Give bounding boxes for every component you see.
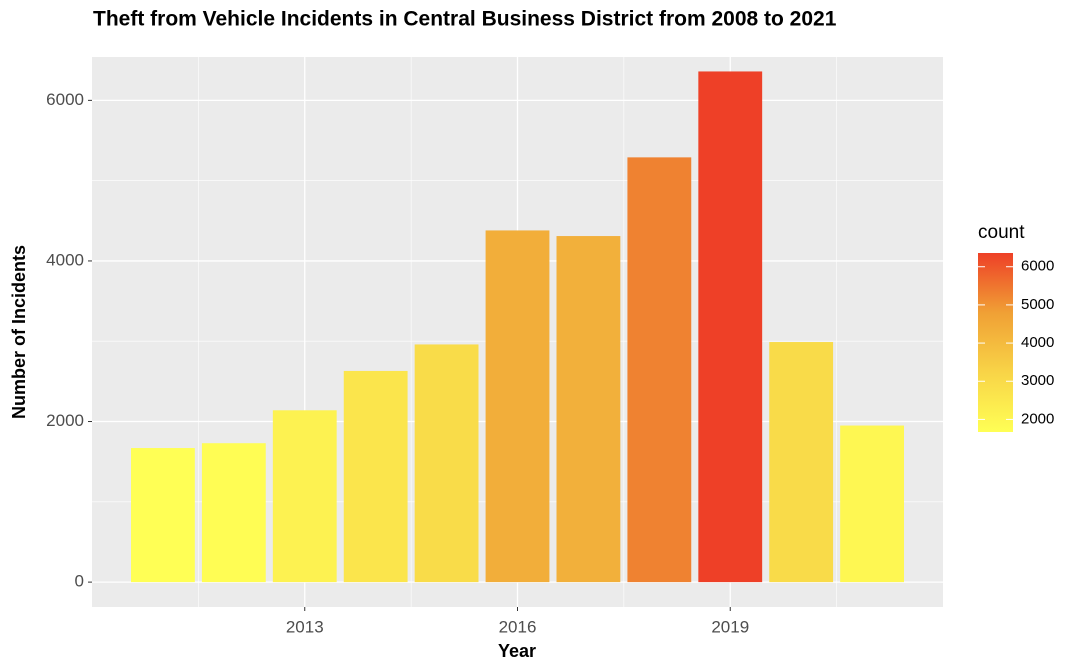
y-tick-label: 2000 <box>46 411 84 430</box>
bar <box>414 344 479 583</box>
x-tick-label: 2013 <box>286 617 324 636</box>
colorbar-label: 3000 <box>1021 372 1054 389</box>
x-tick-label: 2019 <box>711 617 749 636</box>
bar <box>627 157 692 583</box>
bar <box>769 342 834 583</box>
y-tick-label: 6000 <box>46 90 84 109</box>
bar <box>840 425 904 583</box>
bar <box>131 448 195 583</box>
bar <box>698 71 763 583</box>
bar <box>556 236 621 583</box>
colorbar-label: 2000 <box>1021 410 1054 427</box>
y-axis-title: Number of Incidents <box>9 245 29 419</box>
x-tick-label: 2016 <box>499 617 537 636</box>
colorbar <box>978 253 1013 432</box>
bar <box>201 443 266 583</box>
colorbar-label: 6000 <box>1021 258 1054 275</box>
bar <box>343 370 408 583</box>
bar <box>485 230 550 583</box>
bar <box>272 410 337 583</box>
legend-title: count <box>978 222 1025 243</box>
colorbar-label: 4000 <box>1021 334 1054 351</box>
x-axis-title: Year <box>498 641 536 661</box>
chart-title: Theft from Vehicle Incidents in Central … <box>93 8 837 31</box>
colorbar-label: 5000 <box>1021 296 1054 313</box>
y-tick-label: 0 <box>75 572 84 591</box>
y-tick-label: 4000 <box>46 250 84 269</box>
